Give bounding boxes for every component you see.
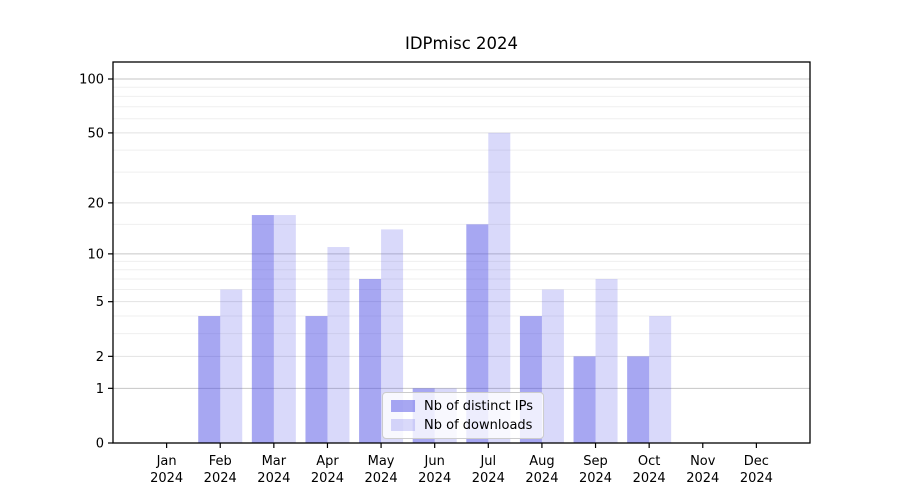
legend-item-distinct-ips: Nb of distinct IPs bbox=[391, 399, 533, 414]
legend-swatch-downloads bbox=[391, 419, 416, 431]
bar-apr-nb-of-distinct-ips bbox=[305, 316, 328, 443]
x-tick-label-feb: Feb bbox=[209, 454, 232, 469]
y-tick-label-10: 10 bbox=[87, 247, 104, 262]
bar-sep-nb-of-downloads bbox=[595, 278, 618, 443]
bar-may-nb-of-distinct-ips bbox=[359, 278, 382, 443]
bar-oct-nb-of-downloads bbox=[649, 316, 672, 443]
y-tick-label-20: 20 bbox=[87, 196, 104, 211]
x-tick-label-year-apr: 2024 bbox=[311, 471, 344, 486]
bar-feb-nb-of-downloads bbox=[220, 289, 243, 443]
x-tick-label-mar: Mar bbox=[262, 454, 287, 469]
bar-aug-nb-of-downloads bbox=[541, 289, 564, 443]
x-tick-label-year-mar: 2024 bbox=[257, 471, 290, 486]
x-tick-label-year-jul: 2024 bbox=[472, 471, 505, 486]
x-tick-label-jul: Jul bbox=[479, 454, 496, 469]
bar-apr-nb-of-downloads bbox=[327, 247, 350, 443]
x-tick-label-apr: Apr bbox=[316, 454, 339, 469]
x-tick-label-year-jan: 2024 bbox=[150, 471, 183, 486]
x-tick-label-year-oct: 2024 bbox=[633, 471, 666, 486]
bar-may-nb-of-downloads bbox=[381, 229, 404, 443]
y-tick-label-100: 100 bbox=[79, 73, 104, 88]
x-tick-label-nov: Nov bbox=[690, 454, 716, 469]
x-tick-label-dec: Dec bbox=[744, 454, 769, 469]
x-tick-label-jan: Jan bbox=[156, 454, 177, 469]
x-tick-label-may: May bbox=[368, 454, 395, 469]
x-tick-label-sep: Sep bbox=[583, 454, 608, 469]
legend-label-distinct-ips: Nb of distinct IPs bbox=[424, 398, 533, 414]
x-tick-label-jun: Jun bbox=[424, 454, 445, 469]
x-tick-label-oct: Oct bbox=[638, 454, 660, 469]
chart-title: IDPmisc 2024 bbox=[404, 34, 519, 53]
x-tick-label-year-may: 2024 bbox=[365, 471, 398, 486]
legend-item-downloads: Nb of downloads bbox=[391, 418, 533, 433]
x-tick-label-year-aug: 2024 bbox=[525, 471, 558, 486]
x-tick-label-year-dec: 2024 bbox=[740, 471, 773, 486]
bar-oct-nb-of-distinct-ips bbox=[627, 356, 650, 443]
bar-sep-nb-of-distinct-ips bbox=[573, 356, 596, 443]
bar-jul-nb-of-distinct-ips bbox=[466, 224, 489, 443]
x-tick-label-year-sep: 2024 bbox=[579, 471, 612, 486]
x-tick-label-aug: Aug bbox=[529, 454, 554, 469]
y-tick-label-2: 2 bbox=[96, 350, 104, 365]
legend: Nb of distinct IPs Nb of downloads bbox=[382, 392, 544, 439]
legend-swatch-distinct-ips bbox=[391, 400, 416, 412]
y-tick-label-0: 0 bbox=[96, 437, 104, 452]
bar-mar-nb-of-downloads bbox=[273, 215, 296, 443]
plot-border bbox=[112, 61, 811, 444]
x-tick-label-year-jun: 2024 bbox=[418, 471, 451, 486]
x-tick-label-year-feb: 2024 bbox=[204, 471, 237, 486]
bar-jul-nb-of-downloads bbox=[488, 132, 511, 443]
y-tick-label-50: 50 bbox=[87, 126, 104, 141]
bar-mar-nb-of-distinct-ips bbox=[251, 215, 274, 443]
legend-label-downloads: Nb of downloads bbox=[424, 417, 533, 433]
y-tick-label-5: 5 bbox=[96, 295, 104, 310]
x-tick-label-year-nov: 2024 bbox=[686, 471, 719, 486]
y-tick-label-1: 1 bbox=[96, 382, 104, 397]
bar-feb-nb-of-distinct-ips bbox=[198, 316, 221, 443]
